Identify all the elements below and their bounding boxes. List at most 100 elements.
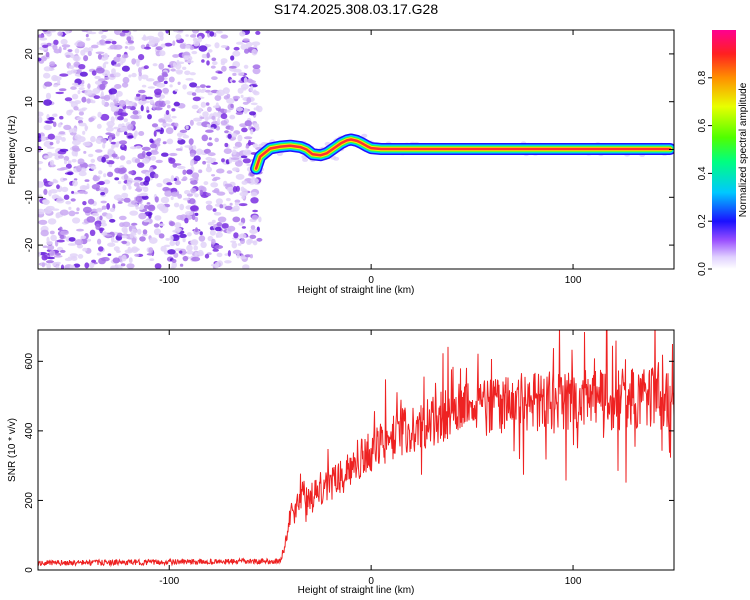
peak-frequency-trace <box>250 133 674 175</box>
noise-speckle <box>214 42 220 49</box>
noise-speckle <box>101 232 108 236</box>
noise-speckle <box>252 67 261 75</box>
colorbar-ticks: 0.0 0.2 0.4 0.6 0.8 <box>697 70 712 276</box>
noise-speckle <box>82 247 88 252</box>
noise-speckle <box>55 265 60 269</box>
noise-speckle <box>56 197 65 204</box>
noise-speckle <box>57 80 61 85</box>
noise-speckle <box>189 82 198 88</box>
noise-speckle <box>49 159 55 166</box>
noise-speckle <box>139 236 146 242</box>
noise-speckle <box>207 106 212 113</box>
noise-speckle <box>238 203 248 207</box>
noise-speckle <box>184 70 191 76</box>
noise-speckle <box>67 171 74 176</box>
noise-speckle <box>170 196 174 201</box>
noise-speckle <box>48 116 55 121</box>
noise-speckle <box>232 95 241 100</box>
noise-speckle <box>250 225 256 230</box>
noise-speckle <box>190 188 197 193</box>
noise-speckle <box>207 142 213 147</box>
noise-speckle <box>45 51 50 58</box>
noise-speckle <box>65 163 72 169</box>
noise-speckle <box>172 62 177 68</box>
noise-speckle <box>185 125 189 130</box>
noise-speckle <box>71 127 78 133</box>
noise-speckle <box>38 219 48 225</box>
noise-speckle <box>169 221 176 227</box>
noise-speckle <box>211 57 217 62</box>
noise-speckle <box>153 223 160 228</box>
noise-speckle <box>91 70 97 76</box>
x-tick-label: 100 <box>565 576 582 587</box>
noise-speckle <box>111 40 117 45</box>
noise-speckle <box>184 217 189 224</box>
noise-speckle <box>192 96 201 102</box>
noise-speckle <box>252 64 261 69</box>
noise-speckle <box>191 92 197 96</box>
noise-speckle <box>66 109 72 116</box>
noise-speckle <box>128 74 132 78</box>
noise-speckle <box>199 252 204 256</box>
noise-speckle <box>95 223 101 230</box>
noise-speckle <box>236 41 244 45</box>
noise-speckle <box>188 138 194 146</box>
noise-speckle <box>232 72 237 76</box>
noise-speckle <box>94 75 101 80</box>
noise-speckle <box>238 233 247 239</box>
noise-speckle <box>153 228 161 236</box>
y-tick-label: 600 <box>24 353 35 370</box>
noise-speckle <box>145 78 155 82</box>
noise-speckle <box>253 123 260 128</box>
noise-speckle <box>117 116 124 121</box>
noise-speckle <box>86 238 92 242</box>
noise-speckle <box>110 116 115 123</box>
noise-speckle <box>61 137 66 142</box>
noise-speckle <box>55 91 64 95</box>
noise-speckle <box>106 203 110 210</box>
noise-speckle <box>82 206 92 214</box>
noise-speckle <box>172 30 179 33</box>
noise-speckle <box>47 218 57 225</box>
noise-speckle <box>227 225 236 232</box>
noise-speckle <box>136 93 141 97</box>
noise-speckle <box>113 64 121 67</box>
noise-speckle <box>182 237 186 243</box>
noise-speckle <box>232 167 240 172</box>
noise-speckle <box>203 181 209 186</box>
noise-speckle <box>126 263 135 269</box>
noise-speckle <box>44 207 53 214</box>
noise-speckle <box>97 238 102 245</box>
noise-speckle <box>78 171 87 177</box>
noise-speckle <box>214 95 222 101</box>
noise-speckle <box>154 215 162 221</box>
noise-speckle <box>101 156 106 163</box>
noise-speckle <box>236 253 240 259</box>
noise-speckle <box>83 150 87 154</box>
noise-speckle <box>76 116 84 121</box>
noise-speckle <box>149 99 154 104</box>
noise-speckle <box>134 188 143 192</box>
noise-speckle <box>126 105 132 109</box>
noise-speckle <box>143 204 149 210</box>
noise-speckle <box>49 250 56 257</box>
noise-speckle <box>224 130 230 134</box>
noise-speckle <box>175 34 182 40</box>
noise-speckle <box>189 178 195 181</box>
noise-speckle <box>48 164 56 168</box>
noise-speckle <box>193 245 198 251</box>
noise-speckle <box>128 170 134 175</box>
noise-speckle <box>199 189 204 196</box>
noise-speckle <box>39 37 48 41</box>
noise-speckle <box>240 256 247 260</box>
noise-speckle <box>133 182 140 187</box>
noise-speckle <box>160 43 166 48</box>
noise-speckle <box>245 145 250 149</box>
noise-speckle <box>137 162 145 168</box>
noise-speckle <box>234 202 240 206</box>
noise-speckle <box>171 191 180 197</box>
noise-speckle <box>122 76 130 84</box>
noise-speckle <box>115 141 119 148</box>
noise-speckle <box>192 172 199 179</box>
noise-speckle <box>98 180 105 186</box>
